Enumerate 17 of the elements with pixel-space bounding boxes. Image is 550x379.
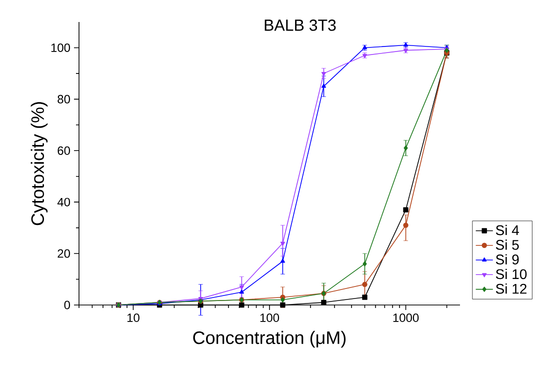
legend-label: Si 12 xyxy=(496,283,526,294)
x-tick-label: 100 xyxy=(260,314,280,322)
legend-label: Si 9 xyxy=(496,254,519,264)
x-tick-label: 1000 xyxy=(393,314,419,322)
y-tick-label: 0 xyxy=(64,300,70,310)
x-tick-label: 10 xyxy=(127,314,140,322)
legend-label: Si 10 xyxy=(496,268,527,280)
y-tick-label: 20 xyxy=(58,249,70,258)
legend-label: Si 5 xyxy=(496,240,519,250)
y-tick-label: 100 xyxy=(51,43,70,52)
x-axis-title: Concentration (μM) xyxy=(193,330,346,348)
chart-title: BALB 3T3 xyxy=(264,20,336,31)
y-tick-label: 40 xyxy=(57,198,70,206)
y-tick-label: 60 xyxy=(58,146,70,155)
y-tick-label: 80 xyxy=(58,94,70,104)
y-axis-title: Cytotoxicity (%) xyxy=(30,102,48,226)
legend-label: Si 4 xyxy=(496,224,519,236)
